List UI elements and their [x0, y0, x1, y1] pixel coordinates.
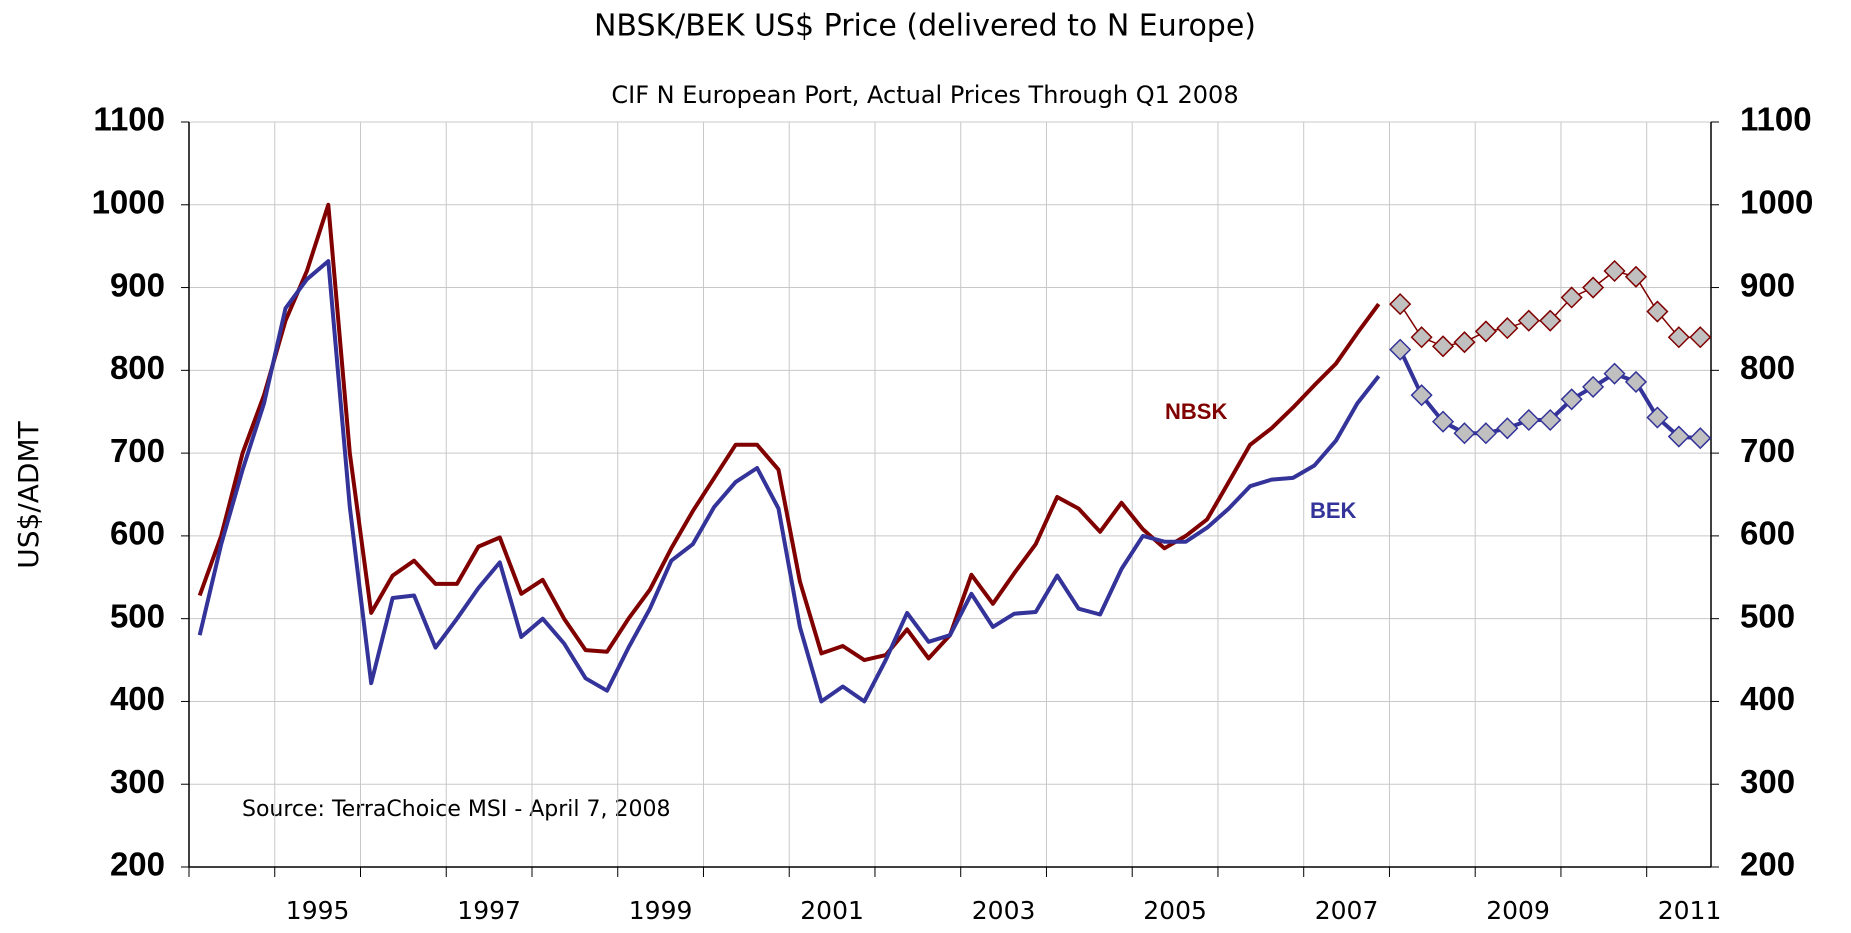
y-tick-label: 1100: [93, 101, 165, 138]
series-label: BEK: [1310, 498, 1357, 523]
data-point: [1474, 422, 1497, 445]
x-tick-label: 2009: [1486, 896, 1550, 925]
data-point: [1389, 338, 1412, 361]
chart-subtitle: CIF N European Port, Actual Prices Throu…: [611, 81, 1238, 109]
y2-tick-label: 200: [1740, 846, 1795, 883]
data-point: [1410, 326, 1433, 349]
y-tick-label: 500: [110, 597, 165, 634]
data-point: [1646, 406, 1669, 429]
data-point: [1539, 408, 1562, 432]
data-point: [1560, 388, 1583, 411]
y2-tick-label: 600: [1740, 515, 1795, 552]
y2-tick-label: 400: [1740, 680, 1795, 717]
source-note: Source: TerraChoice MSI - April 7, 2008: [242, 797, 671, 822]
data-point: [1667, 425, 1690, 448]
y2-tick-label: 1000: [1740, 183, 1813, 220]
x-tick-label: 2001: [800, 896, 864, 925]
x-tick-label: 2003: [972, 896, 1036, 925]
x-tick-label: 1999: [629, 896, 693, 925]
y-axis-title: US$/ADMT: [12, 420, 45, 568]
data-point: [1431, 410, 1455, 433]
y2-tick-label: 700: [1740, 432, 1795, 469]
chart-title: NBSK/BEK US$ Price (delivered to N Europ…: [594, 9, 1256, 44]
data-point: [1667, 326, 1690, 349]
data-point: [1560, 286, 1583, 309]
y-tick-label: 1000: [92, 183, 165, 220]
y2-tick-label: 800: [1740, 349, 1795, 386]
y-tick-label: 200: [110, 846, 165, 883]
data-point: [1689, 427, 1712, 450]
y2-tick-label: 900: [1740, 266, 1795, 303]
x-tick-label: 2007: [1315, 896, 1379, 925]
data-point: [1539, 309, 1562, 332]
data-point: [1517, 309, 1540, 332]
data-point: [1517, 408, 1540, 432]
x-tick-label: 2005: [1143, 896, 1207, 925]
data-point: [1496, 417, 1519, 440]
data-point: [1624, 265, 1648, 288]
y-tick-label: 700: [110, 432, 165, 469]
y-tick-label: 400: [110, 680, 165, 717]
data-point: [1689, 326, 1712, 349]
data-point: [1474, 320, 1497, 343]
x-tick-label: 2011: [1658, 896, 1722, 925]
data-point: [1389, 293, 1412, 316]
series-label: NBSK: [1165, 399, 1227, 424]
data-point: [1453, 422, 1476, 445]
data-point: [1624, 370, 1648, 393]
data-point: [1431, 335, 1455, 358]
y-tick-label: 900: [110, 266, 165, 303]
x-tick-label: 1995: [286, 896, 350, 925]
y2-tick-label: 1100: [1740, 101, 1812, 138]
data-point: [1646, 300, 1669, 323]
data-point: [1603, 362, 1626, 385]
data-point: [1582, 375, 1605, 398]
data-point: [1410, 384, 1433, 407]
data-point: [1603, 259, 1626, 283]
y-tick-label: 300: [110, 763, 165, 800]
series-line: [197, 259, 1381, 704]
y2-tick-label: 300: [1740, 763, 1795, 800]
y-tick-label: 600: [110, 515, 165, 552]
y2-tick-label: 500: [1740, 597, 1795, 634]
y-tick-label: 800: [110, 349, 165, 386]
data-point: [1496, 317, 1519, 340]
series-line: [197, 202, 1381, 663]
x-tick-label: 1997: [457, 896, 521, 925]
data-point: [1453, 331, 1476, 354]
data-point: [1582, 276, 1605, 299]
